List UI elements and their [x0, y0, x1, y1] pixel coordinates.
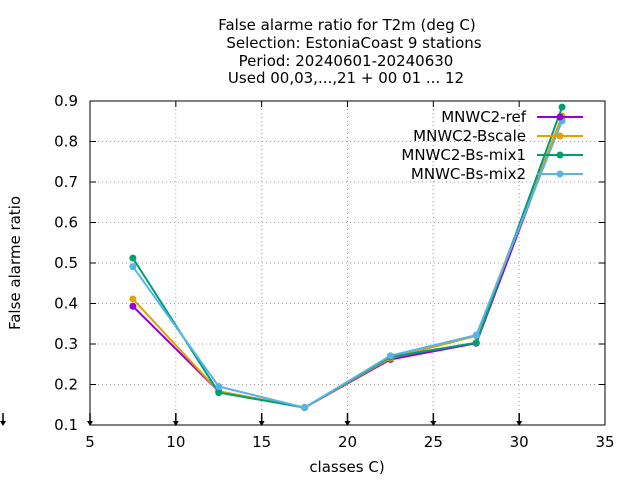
- series-point-3: [472, 339, 480, 347]
- y-tick-label: 0.2: [54, 376, 78, 394]
- x-tick-label: 10: [166, 433, 185, 451]
- y-tick-label: 0.7: [54, 173, 78, 191]
- series-point-3: [215, 389, 223, 397]
- series-point-4: [215, 383, 223, 391]
- y-tick-label: 0.9: [54, 92, 78, 110]
- series-point-4: [472, 331, 480, 339]
- x-tick-label: 20: [338, 433, 357, 451]
- class-arrow-head: [430, 421, 437, 426]
- series-group: [129, 103, 566, 412]
- y-tick-label: 0.6: [54, 214, 78, 232]
- x-tick-label: 15: [252, 433, 271, 451]
- title-line-3: Period: 20240601-20240630: [239, 52, 454, 70]
- title-line-4: Used 00,03,...,21 + 00 01 ... 12: [228, 69, 464, 87]
- legend-marker-1: [556, 113, 564, 121]
- x-tick-label: 35: [595, 433, 614, 451]
- legend-label-1: MNWC2-ref: [441, 108, 526, 126]
- chart-title: False alarme ratio for T2m (deg C) Selec…: [218, 16, 482, 87]
- y-tick-label: 0.1: [54, 416, 78, 434]
- series-point-4: [301, 404, 309, 412]
- class-arrow-head: [172, 421, 179, 426]
- y-tick-label: 0.5: [54, 254, 78, 272]
- x-axis-label: classes C): [309, 458, 384, 476]
- class-arrow-head: [87, 421, 93, 426]
- grid: [90, 101, 605, 425]
- y-axis-label: False alarme ratio: [6, 196, 24, 330]
- x-tick-label: 25: [424, 433, 443, 451]
- series-point-1: [129, 302, 137, 310]
- series-line-4: [132, 120, 564, 409]
- x-tick-label: 30: [510, 433, 529, 451]
- legend-label-4: MNWC-Bs-mix2: [411, 165, 526, 183]
- legend-marker-2: [556, 132, 564, 140]
- legend-marker-4: [556, 170, 564, 178]
- legend: MNWC2-refMNWC2-BscaleMNWC2-Bs-mix1MNWC-B…: [401, 108, 583, 183]
- tick-labels: 5 10 15 20 25 30 35 0.1 0.2 0.3 0.4 0.5 0.6 0.7 0.8 0.9: [54, 92, 614, 451]
- class-arrow-head: [258, 421, 265, 426]
- series-point-2: [129, 295, 137, 303]
- legend-label-3: MNWC2-Bs-mix1: [401, 146, 526, 164]
- class-arrows: [0, 413, 523, 426]
- class-arrow-head: [516, 421, 523, 426]
- title-line-1: False alarme ratio for T2m (deg C): [218, 16, 476, 34]
- series-point-4: [129, 263, 137, 271]
- y-tick-label: 0.3: [54, 335, 78, 353]
- class-arrow-head: [0, 421, 6, 426]
- series-point-4: [386, 352, 394, 360]
- x-tick-label: 5: [85, 433, 95, 451]
- y-tick-label: 0.4: [54, 295, 78, 313]
- title-line-2: Selection: EstoniaCoast 9 stations: [226, 34, 481, 52]
- legend-label-2: MNWC2-Bscale: [413, 127, 526, 145]
- series-point-3: [129, 254, 137, 262]
- class-arrow-head: [344, 421, 351, 426]
- y-tick-label: 0.8: [54, 133, 78, 151]
- legend-marker-3: [556, 151, 564, 159]
- series-point-3: [558, 103, 566, 111]
